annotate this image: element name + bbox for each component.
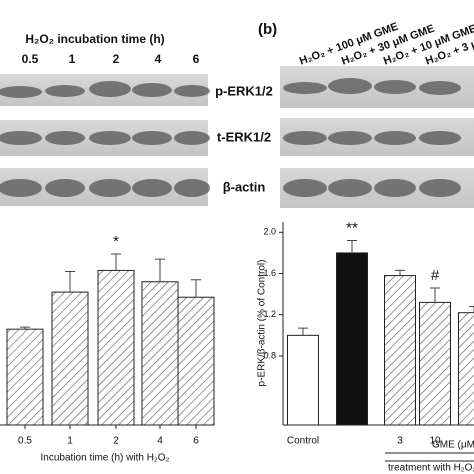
x-tick-label: 10 <box>429 436 441 447</box>
group-label: GME (μM) <box>432 440 474 451</box>
error-bar <box>430 287 440 303</box>
error-bar <box>65 270 75 293</box>
error-bar <box>469 305 474 313</box>
bar <box>6 328 44 426</box>
annotation: # <box>431 267 440 284</box>
lane-label: 2 <box>113 52 120 66</box>
error-bar <box>298 327 308 336</box>
error-bar <box>20 326 30 330</box>
y-tick-label: 0.8 <box>263 350 276 360</box>
bar <box>458 312 474 426</box>
x-tick-label: 3 <box>397 436 403 447</box>
blot-row-label: p-ERK1/2 <box>215 83 273 98</box>
blots <box>0 66 474 208</box>
y-tick-label: 2.0 <box>263 227 276 237</box>
lane-label: 1 <box>69 52 76 66</box>
bar <box>336 252 368 426</box>
error-bar <box>111 253 121 271</box>
y-axis-label: p-ERK/β-actin (% of Control) <box>257 260 268 387</box>
blot-header: H₂O₂ incubation time (h) <box>25 32 164 46</box>
bar <box>141 281 179 426</box>
x-tick-label: 0.5 <box>18 436 32 447</box>
error-bar <box>191 279 201 298</box>
bar <box>384 275 416 426</box>
blot-row-label: t-ERK1/2 <box>217 129 271 144</box>
x-tick-label: 1 <box>67 436 73 447</box>
y-tick-label: 1.6 <box>263 268 276 278</box>
bar <box>97 269 135 426</box>
bar <box>177 296 215 426</box>
x-axis-label: Incubation time (h) with H₂O₂ <box>41 453 170 464</box>
bar <box>51 291 89 426</box>
error-bar <box>347 240 357 253</box>
bar <box>287 334 319 426</box>
x-tick-label: 4 <box>157 436 163 447</box>
x-tick-label: Control <box>287 436 319 447</box>
error-bar <box>155 258 165 282</box>
bar <box>419 301 451 426</box>
x-tick-label: 2 <box>113 436 119 447</box>
y-tick-label: 1.2 <box>263 309 276 319</box>
lane-label: 6 <box>193 52 200 66</box>
annotation: ** <box>346 220 358 237</box>
x-axis-label: treatment with H₂O₂ <box>388 463 474 474</box>
error-bar <box>395 269 405 276</box>
lane-label: 0.5 <box>22 52 39 66</box>
blot-row-label: β-actin <box>223 179 266 194</box>
x-tick-label: 6 <box>193 436 199 447</box>
lane-label: 4 <box>155 52 162 66</box>
annotation: * <box>113 233 119 250</box>
panel-label: (b) <box>258 21 277 38</box>
